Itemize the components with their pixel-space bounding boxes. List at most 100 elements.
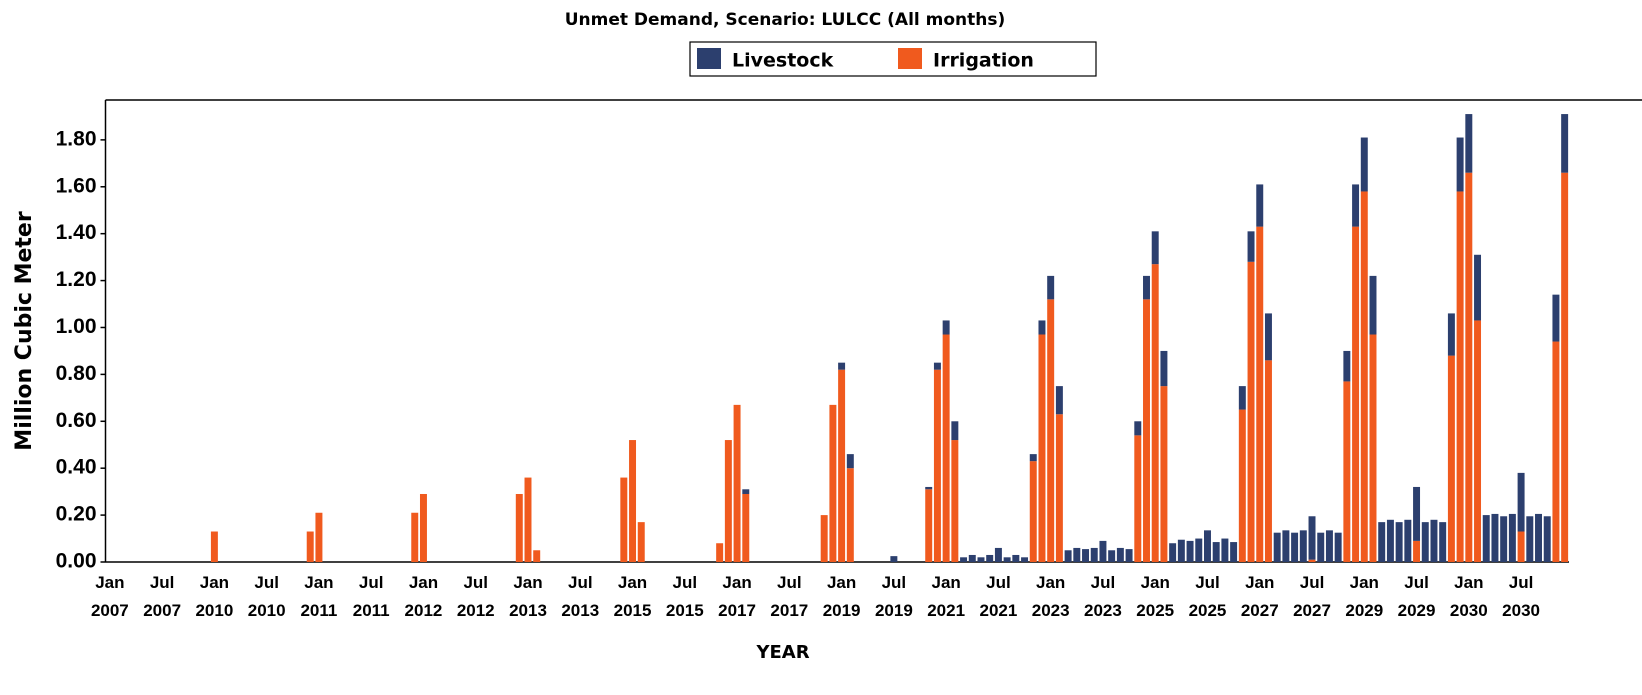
- legend-swatch: [898, 48, 922, 69]
- bar-segment: [533, 550, 541, 562]
- x-tick-label: Jan 2023: [1032, 573, 1070, 620]
- legend-box: [689, 41, 1097, 77]
- x-tick-label: Jul 2015: [666, 573, 704, 620]
- x-tick-label: Jan 2017: [718, 573, 756, 620]
- bar-segment: [1212, 542, 1220, 562]
- bar-segment: [1447, 355, 1455, 562]
- x-tick-label: Jul 2021: [979, 573, 1017, 620]
- bar-segment: [960, 557, 968, 562]
- bar-segment: [1047, 299, 1055, 562]
- bar-segment: [733, 404, 741, 562]
- bar-segment: [1160, 350, 1168, 387]
- bar-segment: [1073, 547, 1081, 562]
- bar-segment: [1055, 386, 1063, 415]
- bar-segment: [1195, 538, 1203, 562]
- bar-segment: [742, 493, 750, 562]
- x-tick-label: Jul 2030: [1502, 573, 1540, 620]
- bar-segment: [1465, 114, 1473, 173]
- x-tick-label: Jan 2011: [300, 573, 337, 620]
- bar-segment: [829, 404, 837, 562]
- bar-segment: [1099, 540, 1107, 562]
- bar-segment: [1038, 334, 1046, 562]
- bar-segment: [846, 468, 854, 562]
- bar-segment: [1221, 538, 1229, 562]
- x-tick-label: Jul 2013: [561, 573, 599, 620]
- bar-segment: [1143, 299, 1150, 562]
- bar-segment: [942, 334, 950, 562]
- x-tick-label: Jul 2017: [770, 573, 808, 620]
- bar-segment: [1561, 114, 1569, 173]
- bar-segment: [1160, 386, 1168, 562]
- bar-segment: [820, 515, 828, 562]
- bar-segment: [1238, 386, 1246, 410]
- bar-segment: [1247, 261, 1255, 562]
- bar-segment: [925, 486, 933, 490]
- bar-segment: [1352, 184, 1360, 227]
- x-tick-label: Jan 2025: [1136, 573, 1174, 620]
- bar-segment: [1465, 172, 1473, 562]
- bar-segment: [1134, 435, 1142, 562]
- y-tick-label: 0.00: [56, 550, 97, 573]
- x-tick-label: Jul 2007: [143, 573, 181, 620]
- bar-segment: [515, 493, 523, 562]
- bar-segment: [1116, 547, 1124, 562]
- y-tick-label: 1.40: [56, 221, 97, 244]
- bar-segment: [1247, 231, 1255, 262]
- y-tick-label: 1.20: [56, 268, 97, 291]
- bar-segment: [306, 531, 314, 562]
- bar-segment: [1343, 350, 1351, 382]
- bar-segment: [1082, 549, 1090, 562]
- bar-segment: [1456, 191, 1464, 563]
- bar-segment: [933, 369, 941, 562]
- bar-segment: [1021, 557, 1029, 562]
- bar-segment: [1352, 226, 1360, 562]
- bar-segment: [1308, 516, 1316, 560]
- bar-segment: [1282, 530, 1290, 562]
- bar-segment: [1491, 513, 1499, 562]
- y-tick-label: 0.40: [56, 456, 97, 479]
- bar-segment: [1508, 513, 1516, 562]
- x-tick-label: Jan 2007: [91, 573, 129, 620]
- y-tick-label: 1.60: [56, 174, 97, 197]
- bar-segment: [1029, 454, 1037, 462]
- x-axis-title: YEAR: [755, 642, 809, 663]
- bar-segment: [1038, 320, 1046, 335]
- bar-segment: [1430, 519, 1438, 562]
- bar-segment: [838, 369, 846, 562]
- bar-segment: [1561, 172, 1569, 562]
- bar-segment: [1360, 137, 1368, 192]
- legend-swatch: [697, 48, 721, 69]
- bar-segment: [1474, 320, 1482, 562]
- bar-segment: [1526, 516, 1534, 562]
- x-tick-label: Jan 2030: [1450, 573, 1488, 620]
- bar-segment: [1055, 414, 1063, 562]
- bar-segment: [620, 477, 628, 562]
- bar-segment: [419, 493, 427, 562]
- x-tick-label: Jan 2010: [195, 573, 233, 620]
- bar-segment: [1552, 294, 1560, 342]
- bar-segment: [1108, 550, 1116, 562]
- y-tick-label: 1.80: [56, 127, 97, 150]
- y-axis-title: Million Cubic Meter: [12, 211, 37, 451]
- bar-segment: [1012, 554, 1020, 562]
- bar-segment: [1482, 515, 1490, 562]
- bar-segment: [1369, 334, 1377, 562]
- x-tick-label: Jan 2013: [509, 573, 547, 620]
- bar-segment: [1413, 540, 1421, 562]
- y-tick-label: 1.00: [56, 315, 97, 338]
- bar-segment: [1125, 549, 1133, 562]
- bar-segment: [925, 489, 933, 562]
- bar-segment: [846, 454, 854, 469]
- bar-segment: [1404, 519, 1412, 562]
- y-tick-label: 0.60: [56, 409, 97, 432]
- bar-segment: [1517, 531, 1525, 562]
- x-tick-label: Jul 2027: [1293, 573, 1331, 620]
- x-tick-label: Jan 2029: [1345, 573, 1383, 620]
- bar-segment: [994, 547, 1002, 562]
- bar-segment: [724, 440, 732, 562]
- bar-segment: [210, 531, 218, 562]
- bar-segment: [1308, 559, 1316, 562]
- bar-segment: [1378, 522, 1386, 562]
- bar-segment: [1256, 184, 1264, 227]
- bar-segment: [1230, 542, 1238, 562]
